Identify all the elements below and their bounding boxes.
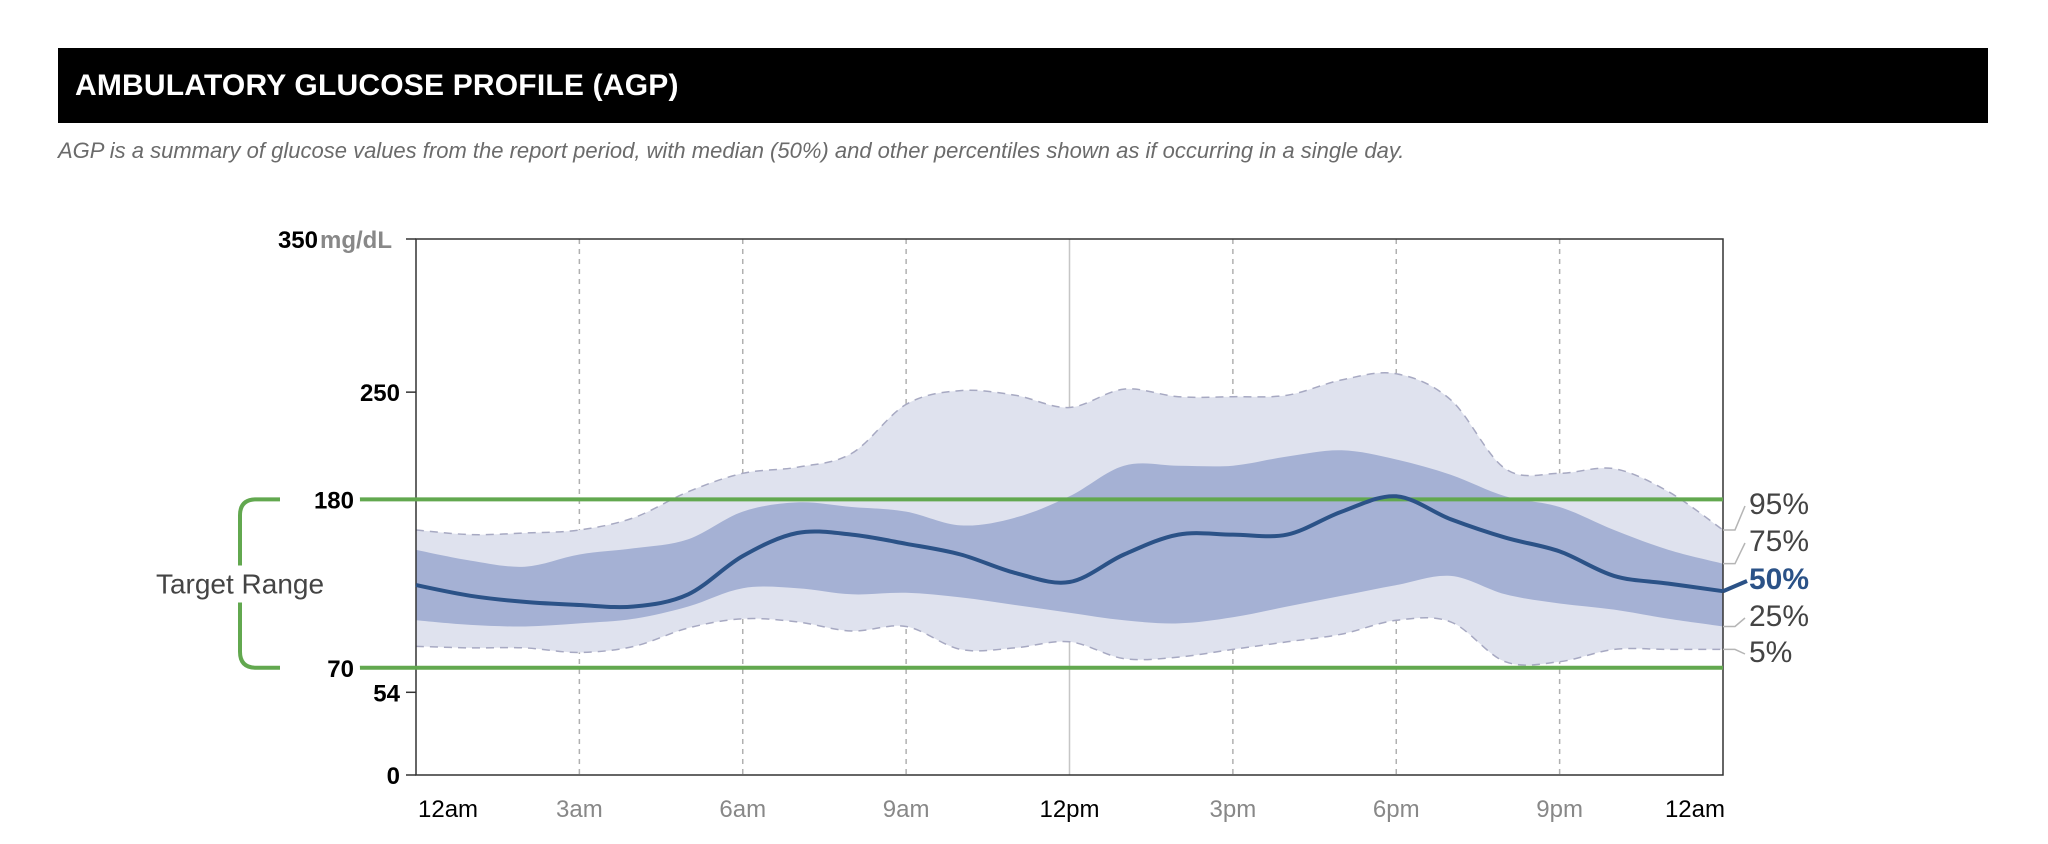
x-tick-label-12am: 12am bbox=[1665, 796, 1725, 823]
y-tick-label-250: 250 bbox=[360, 380, 400, 407]
leader-50 bbox=[1722, 579, 1748, 594]
x-tick-label-12am: 12am bbox=[418, 796, 478, 823]
series-5-outline bbox=[415, 617, 1723, 666]
plot-frame bbox=[415, 238, 1724, 776]
y-tick-label-0: 0 bbox=[387, 763, 400, 790]
leader-95 bbox=[1723, 505, 1746, 531]
percentile-label-5: 5% bbox=[1749, 636, 1792, 669]
y-tick-label-180: 180 bbox=[314, 487, 354, 514]
target-range-label: Target Range bbox=[156, 569, 324, 600]
x-tick-label-3am: 3am bbox=[556, 796, 603, 823]
percentile-label-75: 75% bbox=[1749, 525, 1809, 558]
x-tick-label-9pm: 9pm bbox=[1536, 796, 1583, 823]
x-tick-label-6pm: 6pm bbox=[1373, 796, 1420, 823]
y-tick-label-350: 350 bbox=[278, 227, 318, 254]
y-tick-label-54: 54 bbox=[373, 680, 400, 707]
percentile-label-25: 25% bbox=[1749, 600, 1809, 633]
series-50-line bbox=[415, 494, 1724, 610]
x-tick-label-3pm: 3pm bbox=[1210, 796, 1257, 823]
leader-75 bbox=[1723, 542, 1746, 565]
percentile-label-95: 95% bbox=[1749, 488, 1809, 521]
leader-5 bbox=[1723, 648, 1746, 655]
x-tick-label-12pm: 12pm bbox=[1039, 796, 1099, 823]
leader-25 bbox=[1723, 617, 1746, 628]
y-tick-label-70: 70 bbox=[327, 656, 354, 683]
section-header: AMBULATORY GLUCOSE PROFILE (AGP) bbox=[58, 48, 1988, 123]
percentile-label-50: 50% bbox=[1749, 563, 1809, 596]
x-tick-label-9am: 9am bbox=[883, 796, 930, 823]
chart-subtitle: AGP is a summary of glucose values from … bbox=[58, 138, 1405, 163]
x-tick-label-6am: 6am bbox=[719, 796, 766, 823]
target-range-bracket bbox=[238, 497, 280, 670]
y-unit-label: mg/dL bbox=[320, 227, 392, 254]
series-95-outline bbox=[415, 372, 1724, 536]
page-title: AMBULATORY GLUCOSE PROFILE (AGP) bbox=[75, 69, 679, 102]
